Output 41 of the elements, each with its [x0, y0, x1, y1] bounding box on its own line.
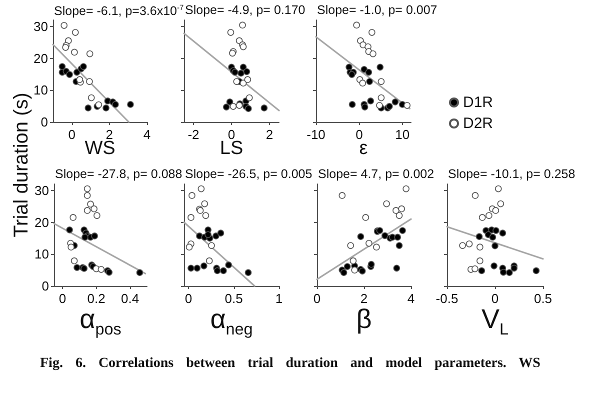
chart-title: Slope= -27.8, p= 0.088 — [55, 167, 182, 181]
x-tick-label: -2 — [188, 127, 200, 142]
y-axis-title: Trial duration (s) — [10, 92, 34, 238]
legend-label: D1R — [463, 94, 494, 111]
y-tick-label: 0 — [40, 114, 48, 130]
x-axis-title: α$_{pos}$ — [80, 304, 122, 338]
x-tick-label: 2 — [266, 127, 274, 142]
x-tick-label: -0.5 — [436, 291, 458, 306]
x-tick-label: 0.5 — [224, 291, 243, 306]
x-tick-label: 0.5 — [534, 291, 552, 306]
x-tick-label: -10 — [306, 127, 326, 142]
chart-title: Slope= -10.1, p= 0.258 — [448, 167, 576, 181]
x-tick-label: 4 — [143, 127, 151, 142]
legend-label: D2R — [463, 115, 494, 132]
y-tick-label: 10 — [34, 82, 48, 98]
y-tick-label: 20 — [34, 214, 49, 230]
chart-title: Slope= 4.7, p= 0.002 — [318, 167, 434, 181]
y-tick-label: 10 — [34, 246, 49, 262]
x-tick-label: 0 — [313, 291, 321, 306]
x-tick-label: 0.4 — [121, 291, 140, 306]
chart-title: Slope= -4.9, p= 0.170 — [185, 3, 306, 17]
x-tick-label: 0 — [184, 291, 192, 306]
y-tick-label: 30 — [34, 182, 49, 198]
x-tick-label: 0 — [491, 291, 499, 306]
x-tick-label: 0 — [58, 291, 66, 306]
x-axis-title: V$_{L}$ — [481, 304, 509, 338]
y-tick-label: 20 — [34, 50, 48, 66]
chart-title: Slope= -1.0, p= 0.007 — [317, 3, 438, 17]
caption: Fig. 6. Correlations between trial duration and model parameters. WS — [40, 356, 540, 372]
x-axis-title: α$_{neg}$ — [210, 304, 253, 338]
x-tick-label: 2 — [360, 291, 368, 306]
x-tick-label: 1 — [275, 291, 283, 306]
x-tick-label: 0 — [68, 127, 76, 142]
chart-title: Slope= -6.1, p=3.6x10$^{-7}$ — [54, 3, 184, 18]
x-tick-label: 10 — [395, 127, 410, 142]
y-tick-label: 30 — [34, 18, 48, 34]
chart-title: Slope= -26.5, p= 0.005 — [185, 167, 312, 181]
x-tick-label: 0.2 — [87, 291, 106, 306]
x-tick-label: 4 — [407, 291, 415, 306]
x-axis-title: β — [356, 304, 372, 334]
y-tick-label: 0 — [42, 278, 49, 294]
